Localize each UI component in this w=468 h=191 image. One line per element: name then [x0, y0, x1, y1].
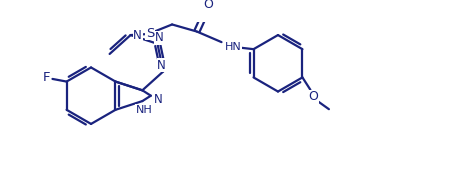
- Text: F: F: [43, 71, 50, 84]
- Text: N: N: [154, 93, 162, 106]
- Text: N: N: [133, 29, 142, 42]
- Text: O: O: [308, 90, 318, 103]
- Text: HN: HN: [225, 42, 242, 52]
- Text: N: N: [155, 31, 164, 44]
- Text: O: O: [203, 0, 213, 11]
- Text: S: S: [146, 27, 154, 40]
- Text: NH: NH: [136, 105, 153, 115]
- Text: N: N: [157, 59, 166, 72]
